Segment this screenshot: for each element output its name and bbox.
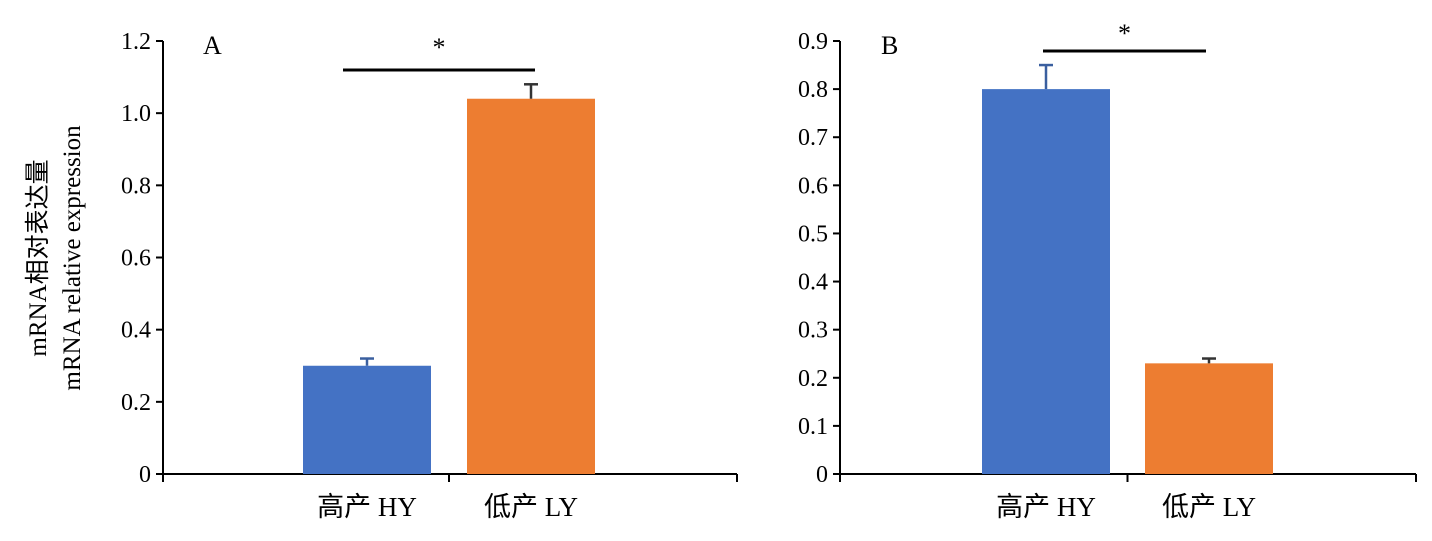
y-tick-label-a: 0.8 xyxy=(121,173,151,199)
y-tick-label-b: 0.3 xyxy=(798,318,828,344)
y-tick-label-b: 0.4 xyxy=(798,270,828,296)
category-label-a: 高产 HY xyxy=(317,492,417,522)
y-tick-label-a: 1.0 xyxy=(121,101,151,127)
y-axis-label-en: mRNA relative expression xyxy=(59,125,86,391)
y-tick-label-b: 0.1 xyxy=(798,414,828,440)
panel-label-a: A xyxy=(203,31,222,60)
y-tick-label-a: 1.2 xyxy=(121,29,151,55)
category-label-b: 低产 LY xyxy=(1162,492,1256,522)
category-label-b: 高产 HY xyxy=(996,492,1096,522)
y-tick-label-a: 0.4 xyxy=(121,318,151,344)
bar-a-2 xyxy=(467,98,595,474)
bar-a-1 xyxy=(303,365,431,474)
chart-panel-a: 0 0.2 0.4 0.6 0.8 1.0 1.2 高产 HY 低产 LY A * xyxy=(121,29,738,522)
y-tick-label-b: 0.2 xyxy=(798,366,828,392)
y-tick-label-b: 0 xyxy=(816,462,828,488)
y-tick-label-b: 0.6 xyxy=(798,173,828,199)
chart-panel-b: 0 0.1 0.2 0.3 0.4 0.5 0.6 0.7 0.8 0.9 高产 HY 低产 LY B * xyxy=(798,19,1417,522)
bar-b-1 xyxy=(982,89,1110,474)
y-tick-label-b: 0.5 xyxy=(798,221,828,247)
significance-marker-a: * xyxy=(433,33,446,62)
y-tick-label-a: 0 xyxy=(139,462,151,488)
bar-b-2 xyxy=(1145,363,1273,474)
y-tick-label-a: 0.6 xyxy=(121,246,151,272)
y-tick-label-b: 0.9 xyxy=(798,29,828,55)
category-label-a: 低产 LY xyxy=(484,492,578,522)
y-tick-label-b: 0.7 xyxy=(798,125,828,151)
y-tick-label-b: 0.8 xyxy=(798,77,828,103)
y-tick-label-a: 0.2 xyxy=(121,390,151,416)
significance-marker-b: * xyxy=(1118,19,1131,48)
y-axis-label-zh: mRNA相对表达量 xyxy=(24,159,52,356)
panel-label-b: B xyxy=(881,31,898,60)
